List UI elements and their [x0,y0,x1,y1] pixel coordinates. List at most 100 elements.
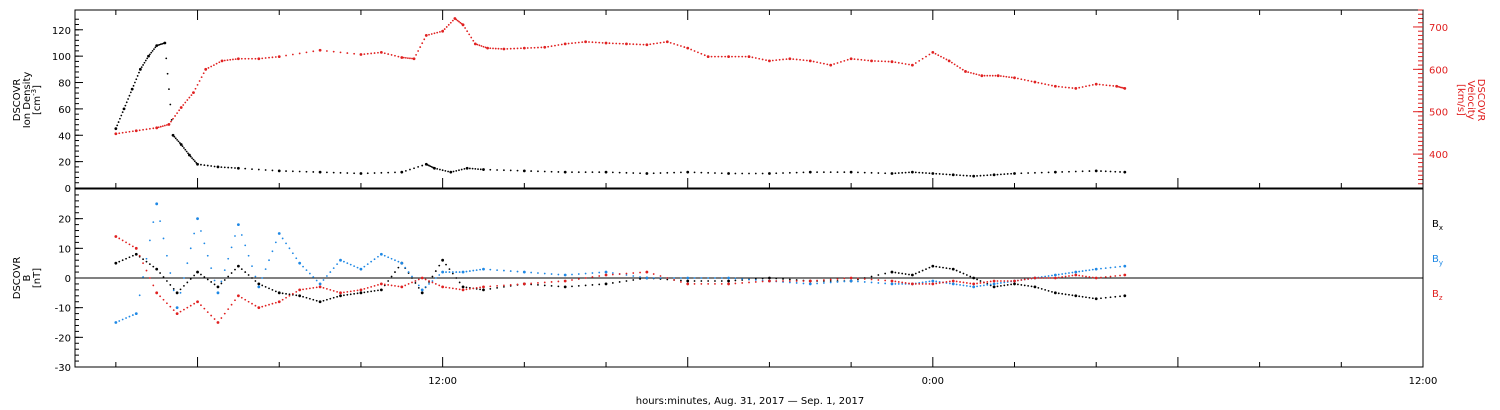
ion-density-point [482,168,485,171]
bz-point [992,279,996,283]
bz-fill-point [346,290,349,293]
ion-density-fill-point [373,172,376,174]
by-fill-point [734,277,737,280]
velocity-fill-point [325,50,328,52]
ion-density-fill-point [921,171,924,174]
velocity-fill-point [690,48,693,51]
velocity-fill-point [652,42,655,45]
by-point [216,291,220,295]
ion-density-fill-point [741,172,744,175]
bz-fill-point [159,295,162,298]
ion-density-fill-point [996,173,999,176]
bz-fill-point [1006,280,1009,282]
by-fill-point [332,267,335,270]
velocity-fill-point [594,41,597,44]
bx-fill-point [394,271,396,273]
bz-fill-point [1085,275,1087,278]
bx-fill-point [894,271,897,274]
ion-density-fill-point [380,171,383,174]
ion-density-fill-point [409,168,411,171]
velocity-fill-point [805,59,808,62]
velocity-fill-point [959,67,961,69]
bz-fill-point [870,278,873,281]
velocity-fill-point [700,52,703,55]
bx-fill-point [234,268,236,271]
bx-fill-point [1040,287,1043,290]
bz-fill-point [295,290,298,293]
bx-fill-point [322,299,325,302]
velocity-fill-point [1071,87,1074,89]
by-point [951,282,955,286]
bz-fill-point [1078,274,1081,277]
bz-fill-point [652,273,655,275]
ion-density-fill-point [720,172,723,175]
bz-fill-point [948,280,951,283]
bx-fill-point [308,297,311,300]
ion-density-fill-point [121,111,124,114]
velocity-fill-point [598,41,601,44]
legend-bz: Bz [1432,289,1443,302]
bz-point [768,279,771,283]
ion-density-point [318,170,322,174]
by-fill-point [138,294,141,297]
bz-fill-point [148,277,151,279]
ion-density-fill-point [203,164,206,167]
velocity-fill-point [298,52,301,55]
by-fill-point [468,270,471,272]
ion-density-fill-point [680,171,682,174]
bx-fill-point [680,279,682,282]
ion-density-fill-point [652,172,655,175]
velocity-fill-point [407,57,409,60]
bz-fill-point [417,278,420,281]
ion-density-fill-point [503,169,505,172]
bx-point [461,285,465,289]
by-fill-point [268,259,270,262]
bottom-left-tick-label: -10 [55,304,71,315]
bx-fill-point [1109,296,1112,299]
velocity-fill-point [557,44,560,46]
ion-density-fill-point [417,166,420,168]
ylabel-line2: Ion Density [22,72,33,129]
bz-point [808,279,812,283]
ion-density-point [890,172,894,175]
by-point [1094,267,1098,271]
by-fill-point [659,277,662,279]
top-right-tick-label: 600 [1429,65,1448,76]
by-fill-point [148,239,151,242]
bx-fill-point [387,280,390,282]
velocity-fill-point [812,60,815,63]
bz-fill-point [918,283,921,285]
bx-fill-point [458,281,461,284]
bx-fill-point [639,278,641,280]
by-fill-point [329,271,332,273]
velocity-fill-point [472,39,475,42]
bx-fill-point [329,297,332,300]
by-fill-point [261,277,264,279]
bz-fill-point [700,283,703,285]
by-fill-point [213,279,216,282]
velocity-point [808,59,812,63]
ion-density-point [1123,170,1127,174]
by-point [359,267,363,271]
velocity-fill-point [506,47,509,50]
velocity-fill-point [880,60,883,63]
velocity-fill-point [458,20,460,23]
bz-fill-point [1051,277,1053,279]
velocity-fill-point [268,56,270,59]
bx-fill-point [315,299,318,302]
bz-fill-point [305,287,308,290]
bz-fill-point [475,286,478,289]
bz-point [379,282,383,286]
by-fill-point [625,274,628,276]
bx-fill-point [305,296,308,299]
ion-density-fill-point [455,169,458,172]
bx-fill-point [782,278,784,280]
top-left-tick-label: 40 [58,131,71,142]
bz-fill-point [639,271,641,274]
bz-fill-point [1064,275,1067,278]
by-fill-point [489,268,492,271]
velocity-fill-point [618,42,621,45]
by-fill-point [203,242,206,245]
velocity-fill-point [734,55,737,58]
ion-density-fill-point [189,155,192,158]
